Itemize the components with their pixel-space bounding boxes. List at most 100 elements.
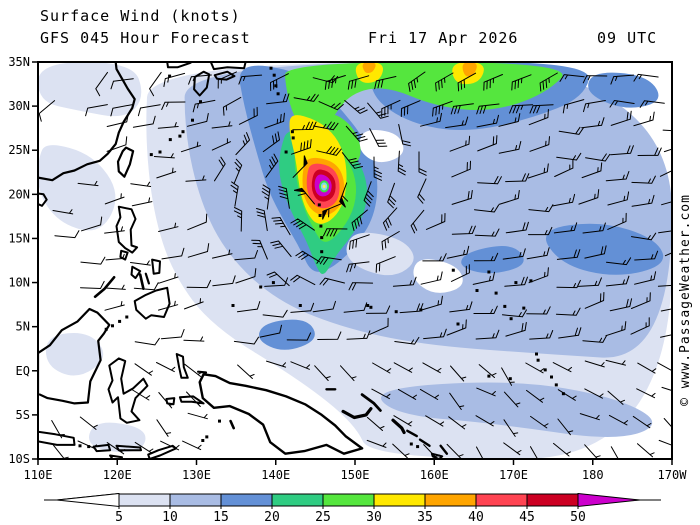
wind-barb	[609, 298, 633, 312]
wind-barb	[137, 104, 161, 117]
wind-barb	[324, 75, 346, 90]
wind-barb	[607, 212, 627, 230]
wind-barb	[419, 388, 439, 400]
wind-barb	[528, 109, 549, 126]
coastline	[406, 429, 418, 438]
coastline	[138, 273, 145, 290]
island-dot	[276, 92, 280, 96]
wind-barb	[290, 218, 315, 231]
coastline	[360, 393, 382, 412]
wind-barb	[371, 388, 391, 400]
wind-barb	[394, 336, 420, 345]
coastline	[115, 444, 142, 452]
coastline	[213, 70, 236, 81]
wind-speed-region	[346, 232, 414, 276]
wind-barb	[554, 159, 574, 177]
wind-barb	[525, 362, 545, 374]
wind-barb	[605, 171, 630, 182]
island-dot	[318, 214, 322, 217]
wind-barb	[187, 412, 208, 420]
wind-barb	[529, 330, 554, 340]
wind-barb	[422, 253, 447, 262]
wind-barb	[501, 367, 515, 386]
wind-barb	[134, 363, 154, 376]
wind-barb	[339, 182, 349, 203]
island-dot	[205, 435, 209, 439]
wind-barb	[77, 180, 99, 187]
wind-barb	[420, 112, 442, 127]
wind-barb	[477, 135, 498, 152]
wind-barb	[130, 181, 152, 187]
coastline	[341, 407, 373, 420]
wind-barb	[290, 361, 311, 370]
coastline	[116, 146, 135, 178]
wind-barb	[382, 207, 398, 231]
wind-barb	[264, 277, 289, 287]
wind-barb	[420, 271, 443, 285]
wind-barb	[528, 267, 549, 284]
wind-barb	[158, 300, 179, 311]
wind-barb	[262, 309, 288, 318]
island-dot	[366, 304, 370, 307]
island-dot	[554, 383, 558, 387]
wind-barb	[235, 132, 250, 156]
island-dot	[291, 136, 295, 140]
wind-barb	[293, 93, 319, 102]
wind-barb	[157, 122, 179, 129]
island-dot	[191, 118, 194, 122]
wind-barb	[158, 273, 179, 284]
wind-barb	[557, 418, 574, 436]
coastline	[38, 430, 76, 446]
wind-barb	[528, 226, 553, 236]
wind-barb	[237, 364, 255, 379]
wind-barb	[184, 363, 203, 377]
coastline	[418, 438, 431, 447]
wind-barb	[606, 257, 632, 266]
wind-barb	[104, 193, 125, 205]
wind-barb	[631, 232, 657, 241]
wind-barb	[186, 113, 209, 127]
lat-label: 35N	[8, 55, 30, 69]
wind-barb	[153, 153, 175, 159]
wind-barb	[579, 413, 600, 421]
wind-barb	[658, 439, 672, 446]
wind-barb	[659, 170, 672, 177]
lon-label: 170E	[499, 468, 528, 482]
wind-barb	[584, 360, 605, 368]
wind-barb	[149, 71, 162, 97]
wind-barb	[526, 306, 551, 315]
wind-barb	[529, 104, 554, 114]
wind-barb	[290, 302, 315, 313]
wind-barb	[432, 100, 453, 117]
wind-barb	[631, 175, 656, 184]
island-dot	[514, 281, 518, 285]
wind-barb	[559, 74, 585, 82]
wind-barb	[295, 250, 321, 263]
watermark: © www.PassageWeather.com	[678, 194, 693, 406]
island-dot	[271, 281, 275, 285]
wind-barb	[319, 277, 345, 286]
lon-label: 120E	[103, 468, 132, 482]
wind-barb	[637, 147, 662, 156]
colorbar-tick-label: 40	[468, 510, 484, 525]
wind-barb	[349, 234, 370, 250]
wind-barb	[381, 99, 401, 118]
wind-barb	[340, 365, 357, 382]
wind-barb	[605, 321, 627, 337]
wind-barb	[630, 317, 650, 335]
colorbar-segment	[322, 493, 375, 507]
wind-speed-region	[328, 114, 361, 164]
wind-barb	[398, 124, 412, 147]
wind-barb	[449, 301, 473, 313]
island-dot	[508, 377, 512, 381]
wind-barb	[286, 332, 312, 341]
wind-speed-region	[38, 62, 142, 117]
wind-barb	[556, 249, 581, 260]
wind-barb	[631, 194, 655, 207]
wind-barb	[558, 126, 584, 135]
lat-label: 20N	[8, 187, 30, 201]
colorbar-underflow-arrow	[56, 492, 120, 508]
wind-barb	[530, 446, 539, 459]
